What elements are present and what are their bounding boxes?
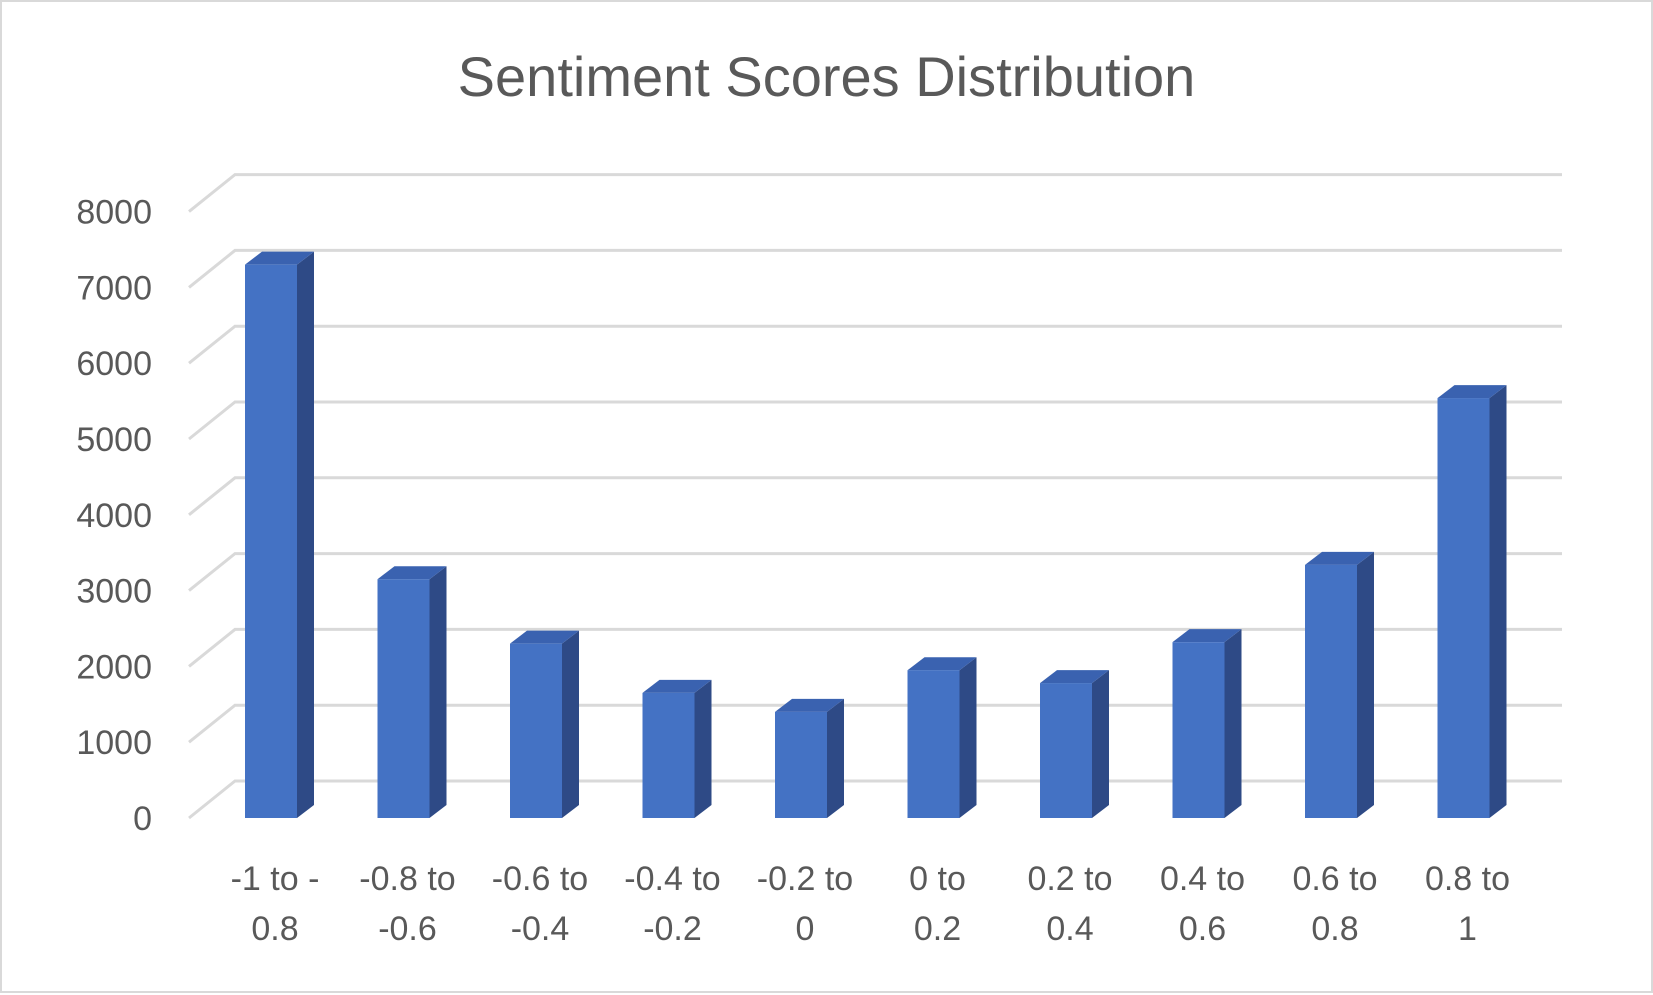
bar-top bbox=[1172, 629, 1242, 643]
x-tick-label: 0.4 bbox=[1046, 910, 1093, 948]
y-tick-label: 1000 bbox=[76, 724, 152, 762]
x-tick-label: 0.8 bbox=[1311, 910, 1358, 948]
gridline bbox=[188, 324, 1562, 365]
bar-top bbox=[642, 679, 712, 693]
bar bbox=[245, 264, 297, 818]
bar bbox=[510, 643, 562, 818]
gridline bbox=[188, 248, 1562, 289]
y-tick-label: 0 bbox=[133, 800, 152, 838]
x-tick-label: -0.2 bbox=[643, 910, 702, 948]
bar bbox=[1172, 642, 1225, 818]
gridline bbox=[188, 173, 1562, 213]
gridline bbox=[188, 400, 1562, 441]
bar bbox=[377, 579, 430, 818]
x-tick-label: 0 bbox=[796, 910, 815, 948]
x-tick-label: -0.4 bbox=[511, 910, 570, 948]
bar bbox=[907, 670, 960, 818]
x-tick-label: 0.2 bbox=[914, 910, 961, 948]
x-tick-label: 1 bbox=[1458, 910, 1477, 948]
x-tick-label: 0.6 bbox=[1179, 910, 1226, 948]
bar-side bbox=[297, 251, 314, 818]
bar-side bbox=[429, 566, 447, 818]
gridline bbox=[188, 476, 1562, 516]
x-tick-label: 0.4 to bbox=[1160, 860, 1245, 898]
x-tick-label: 0 to bbox=[909, 860, 966, 898]
x-tick-label: 0.6 to bbox=[1292, 860, 1377, 898]
x-tick-label: 0.8 to bbox=[1425, 860, 1510, 898]
bar-top bbox=[775, 698, 844, 712]
bar bbox=[1305, 564, 1357, 818]
bar-side bbox=[827, 698, 844, 818]
bar-side bbox=[562, 630, 579, 818]
bar-side bbox=[959, 657, 977, 818]
bar-side bbox=[694, 679, 712, 818]
bar-top bbox=[245, 251, 314, 265]
x-tick-label: -0.2 to bbox=[757, 860, 853, 898]
bar bbox=[775, 711, 827, 818]
gridline bbox=[188, 703, 1562, 744]
y-tick-label: 6000 bbox=[76, 345, 152, 383]
y-tick-label: 2000 bbox=[76, 648, 152, 686]
x-tick-label: 0.2 to bbox=[1027, 860, 1112, 898]
bar-side bbox=[1092, 670, 1109, 818]
x-tick-label: -1 to - bbox=[231, 860, 320, 898]
bar bbox=[642, 692, 695, 818]
bar-side bbox=[1489, 385, 1507, 818]
bar-top bbox=[907, 657, 977, 671]
x-tick-label: -0.6 bbox=[378, 910, 437, 948]
gridline bbox=[188, 552, 1562, 592]
y-tick-label: 7000 bbox=[76, 269, 152, 307]
bar-top bbox=[1040, 670, 1109, 684]
chart-title: Sentiment Scores Distribution bbox=[457, 45, 1196, 108]
y-tick-label: 4000 bbox=[76, 497, 152, 535]
bar bbox=[1040, 683, 1092, 818]
y-tick-label: 8000 bbox=[76, 194, 152, 232]
x-tick-label: -0.4 to bbox=[624, 860, 720, 898]
gridline bbox=[188, 627, 1562, 668]
bar bbox=[1437, 398, 1490, 818]
bar-side bbox=[1224, 629, 1242, 818]
bar-top bbox=[510, 630, 579, 644]
bar-top bbox=[1437, 385, 1507, 399]
x-tick-label: -0.8 to bbox=[359, 860, 455, 898]
y-tick-label: 5000 bbox=[76, 421, 152, 459]
bar-top bbox=[377, 566, 447, 580]
y-tick-label: 3000 bbox=[76, 573, 152, 611]
bar-top bbox=[1305, 551, 1374, 565]
x-tick-label: -0.6 to bbox=[492, 860, 588, 898]
gridline bbox=[188, 779, 1562, 820]
bar-side bbox=[1357, 551, 1374, 818]
x-tick-label: 0.8 bbox=[251, 910, 298, 948]
